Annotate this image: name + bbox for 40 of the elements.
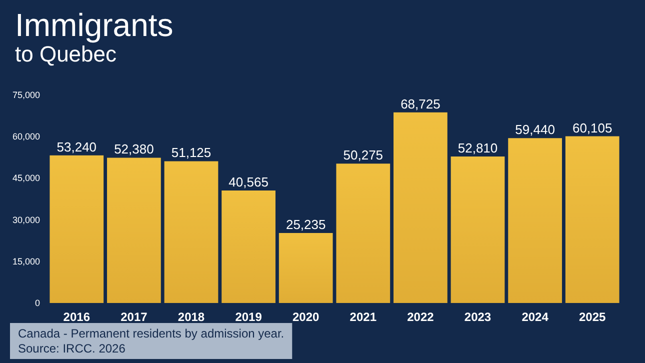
bar — [450, 156, 505, 303]
y-tick-label: 60,000 — [12, 132, 40, 142]
data-label: 25,235 — [286, 217, 326, 232]
bar — [565, 136, 620, 303]
x-tick-label: 2018 — [178, 310, 205, 324]
bar — [278, 233, 333, 303]
y-tick-label: 0 — [34, 298, 40, 308]
x-tick-label: 2025 — [579, 310, 606, 324]
data-label: 53,240 — [56, 139, 97, 154]
data-label: 52,810 — [458, 140, 498, 156]
text: Canada - Permanent residents by admission year. — [18, 326, 284, 340]
data-label: 60,105 — [572, 120, 612, 136]
bar — [107, 158, 161, 303]
y-tick-label: 15,000 — [12, 256, 40, 266]
data-label: 52,380 — [114, 142, 154, 157]
bar — [50, 155, 104, 303]
chart-subtitle: to Quebec — [15, 42, 117, 66]
bar — [394, 112, 448, 303]
data-label: 40,565 — [228, 174, 268, 190]
data-label: 68,725 — [400, 96, 440, 112]
y-tick-label: 45,000 — [12, 173, 40, 184]
data-label: 51,125 — [171, 145, 212, 160]
bar — [222, 190, 276, 303]
data-label: 59,440 — [515, 122, 555, 138]
bar — [508, 138, 562, 303]
bar — [164, 161, 218, 303]
x-tick-label: 2024 — [522, 310, 549, 324]
bar — [336, 164, 390, 303]
source-note: Source: IRCC. 2026 — [18, 342, 126, 356]
x-tick-label: 2019 — [235, 310, 262, 324]
y-tick-label: 30,000 — [12, 214, 40, 225]
x-tick-label: 2022 — [407, 310, 434, 324]
x-tick-label: 2017 — [120, 310, 148, 324]
x-tick-label: 2021 — [350, 310, 377, 324]
data-label: 50,275 — [343, 148, 384, 163]
x-tick-label: 2023 — [464, 310, 492, 324]
x-tick-label: 2016 — [63, 310, 90, 324]
chart-title: Immigrants — [15, 7, 174, 43]
y-tick-label: 75,000 — [12, 90, 40, 100]
x-tick-label: 2020 — [292, 310, 320, 324]
